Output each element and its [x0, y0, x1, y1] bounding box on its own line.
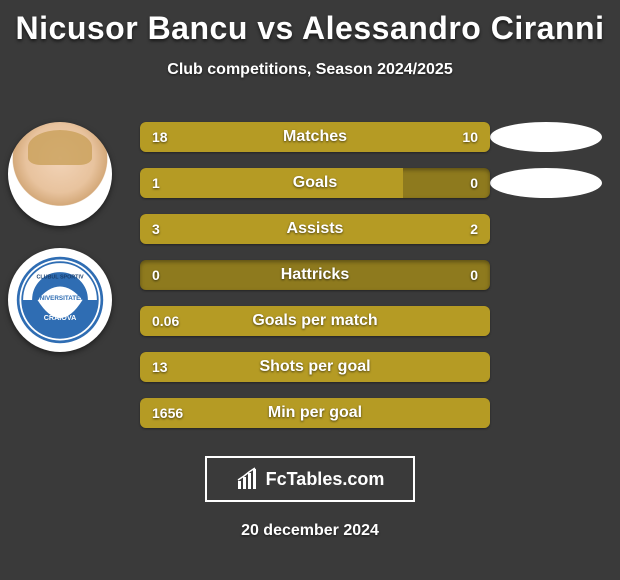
stat-label: Min per goal	[140, 398, 490, 428]
stat-bar: Goals1 0	[140, 168, 490, 198]
stat-value-right: 2	[470, 214, 478, 244]
crest-text-bottom: CRAIOVA	[44, 313, 77, 322]
player-oval-placeholder	[490, 122, 602, 152]
stat-value-left: 1656	[152, 398, 183, 428]
stat-value-left: 13	[152, 352, 168, 382]
stat-value-right: 0	[470, 260, 478, 290]
stat-value-left: 3	[152, 214, 160, 244]
stat-label: Hattricks	[140, 260, 490, 290]
stat-bar: Min per goal1656	[140, 398, 490, 428]
left-image-column: CLUBUL SPORTIV UNIVERSITATEA CRAIOVA	[8, 122, 112, 374]
chart-icon	[236, 467, 260, 491]
stats-bars: Matches1810Goals10Assists32Hattricks00Go…	[140, 122, 490, 444]
stat-label: Matches	[140, 122, 490, 152]
stat-bar: Matches18 10	[140, 122, 490, 152]
stat-value-left: 18	[152, 122, 168, 152]
logo-text: FcTables.com	[266, 469, 385, 490]
stat-label: Assists	[140, 214, 490, 244]
crest-text-mid: UNIVERSITATEA	[35, 295, 85, 302]
player-oval-placeholder	[490, 168, 602, 198]
stat-value-right: 0	[470, 168, 478, 198]
stat-value-right: 10	[462, 122, 478, 152]
fctables-logo[interactable]: FcTables.com	[205, 456, 415, 502]
subtitle: Club competitions, Season 2024/2025	[0, 61, 620, 79]
date-text: 20 december 2024	[0, 522, 620, 540]
stat-bar: Hattricks0 0	[140, 260, 490, 290]
stat-bar: Shots per goal13	[140, 352, 490, 382]
crest-text-top: CLUBUL SPORTIV	[36, 274, 83, 280]
stat-value-left: 1	[152, 168, 160, 198]
stat-label: Goals per match	[140, 306, 490, 336]
stat-bar: Assists3 2	[140, 214, 490, 244]
page-title: Nicusor Bancu vs Alessandro Ciranni	[0, 0, 620, 47]
content: Nicusor Bancu vs Alessandro Ciranni Club…	[0, 0, 620, 580]
stat-value-left: 0	[152, 260, 160, 290]
club-crest-svg: CLUBUL SPORTIV UNIVERSITATEA CRAIOVA	[15, 255, 105, 345]
stat-bar: Goals per match0.06	[140, 306, 490, 336]
stat-label: Goals	[140, 168, 490, 198]
stat-value-left: 0.06	[152, 306, 179, 336]
right-oval-column	[490, 122, 602, 214]
club-crest: CLUBUL SPORTIV UNIVERSITATEA CRAIOVA	[8, 248, 112, 352]
player-photo	[8, 122, 112, 226]
stat-label: Shots per goal	[140, 352, 490, 382]
